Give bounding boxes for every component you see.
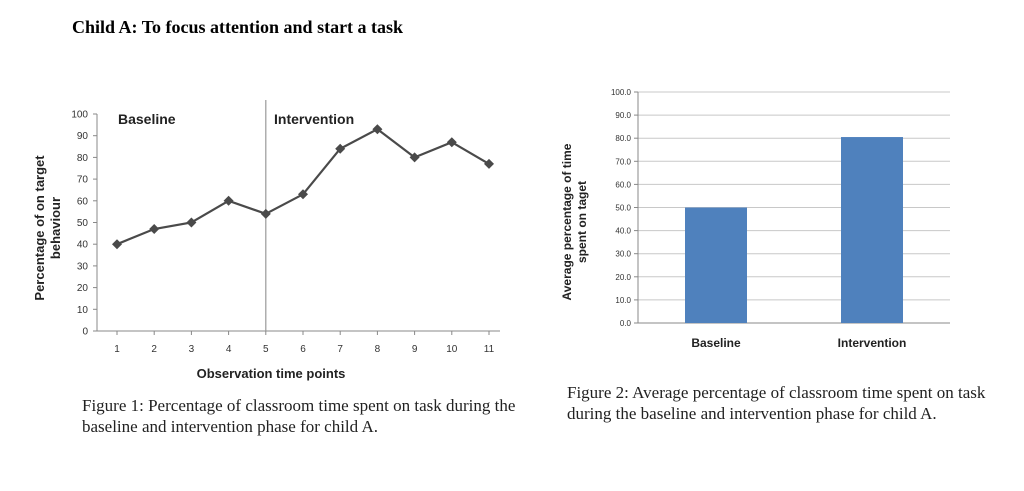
figure-1-caption: Figure 1: Percentage of classroom time s… <box>82 396 516 436</box>
data-point <box>446 137 457 148</box>
data-point <box>298 189 308 200</box>
y-axis-label-line: spent on taget <box>575 181 589 263</box>
y-axis-ticks: 0 10 20 30 40 50 60 70 80 90 100 <box>71 110 97 338</box>
x-tick-label: 11 <box>484 344 495 355</box>
x-axis-ticks: 1 2 3 4 5 6 7 8 9 10 11 <box>114 331 495 355</box>
gridlines <box>638 91 950 301</box>
data-point <box>409 152 420 163</box>
x-tick-label: 9 <box>412 344 418 355</box>
data-point <box>112 239 122 250</box>
y-tick-label: 90 <box>77 131 89 142</box>
y-tick-label: 60 <box>77 196 89 207</box>
x-tick-label: 3 <box>189 344 195 355</box>
category-label: Baseline <box>691 336 741 350</box>
x-tick-label: 1 <box>114 344 120 355</box>
x-tick-label: 6 <box>300 344 306 355</box>
y-tick-label: 10 <box>77 305 89 316</box>
data-point <box>335 143 346 154</box>
y-tick-label: 50 <box>77 218 89 229</box>
data-point <box>372 124 383 135</box>
bar-chart: Average percentage of time spent on taget… <box>560 88 950 350</box>
data-point <box>484 158 494 169</box>
y-tick-label: 100.0 <box>611 88 632 97</box>
y-tick-label: 50.0 <box>615 204 631 213</box>
y-tick-label: 80.0 <box>615 134 631 143</box>
category-label: Intervention <box>838 336 907 350</box>
y-tick-label: 0.0 <box>620 319 632 328</box>
bars <box>685 137 903 323</box>
x-axis-label: Observation time points <box>197 366 346 381</box>
x-tick-label: 7 <box>337 344 343 355</box>
y-axis-label-line: Average percentage of time <box>560 143 574 300</box>
data-point <box>149 224 160 235</box>
category-labels: Baseline Intervention <box>691 336 906 350</box>
y-tick-label: 20 <box>77 283 89 294</box>
y-tick-label: 90.0 <box>615 111 631 120</box>
bar <box>841 137 903 323</box>
series-line <box>116 127 490 246</box>
x-tick-label: 4 <box>226 344 232 355</box>
y-tick-label: 70 <box>77 175 89 186</box>
data-point <box>260 208 271 219</box>
annotation-intervention: Intervention <box>274 111 354 127</box>
y-axis-label: Percentage of on target behaviour <box>32 155 63 301</box>
data-point <box>186 217 197 228</box>
y-tick-label: 30.0 <box>615 250 631 259</box>
y-axis-ticks: 0.0 10.0 20.0 30.0 40.0 50.0 60.0 70.0 80.0 90.0 1… <box>611 88 638 328</box>
y-tick-label: 60.0 <box>615 180 631 189</box>
data-point <box>223 195 234 206</box>
y-axis-label-line: behaviour <box>48 197 63 259</box>
y-tick-label: 70.0 <box>615 157 631 166</box>
data-points <box>112 124 494 250</box>
x-tick-label: 10 <box>446 344 458 355</box>
y-tick-label: 40 <box>77 240 89 251</box>
annotation-baseline: Baseline <box>118 111 176 127</box>
y-tick-label: 10.0 <box>615 296 631 305</box>
x-tick-label: 5 <box>263 344 269 355</box>
y-tick-label: 0 <box>82 327 88 338</box>
x-tick-label: 2 <box>151 344 157 355</box>
y-axis-label: Average percentage of time spent on taget <box>560 143 589 300</box>
x-tick-label: 8 <box>375 344 381 355</box>
bar <box>685 207 747 323</box>
figure-2-caption: Figure 2: Average percentage of classroo… <box>567 383 986 423</box>
y-tick-label: 30 <box>77 261 89 272</box>
y-tick-label: 100 <box>71 110 88 121</box>
y-axis-label-line: Percentage of on target <box>32 155 47 301</box>
y-tick-label: 40.0 <box>615 227 631 236</box>
page-title: Child A: To focus attention and start a … <box>72 17 404 37</box>
y-tick-label: 80 <box>77 153 89 164</box>
line-chart: Percentage of on target behaviour 0102030… <box>32 100 500 381</box>
y-tick-label: 20.0 <box>615 273 631 282</box>
